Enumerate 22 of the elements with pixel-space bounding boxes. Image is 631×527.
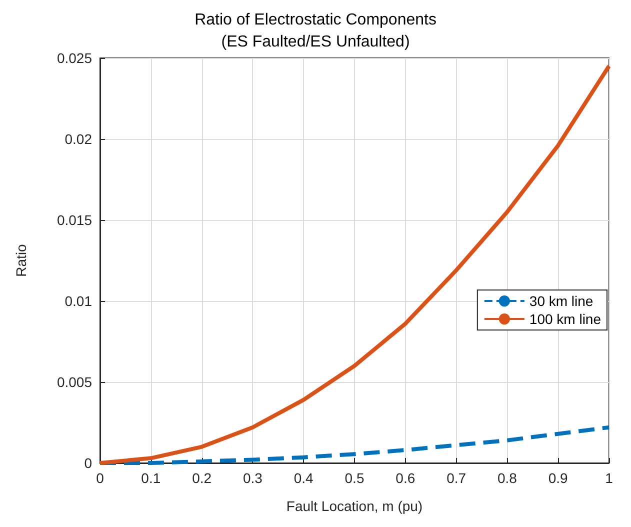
x-tick-label: 0.1 (141, 470, 161, 486)
y-tick-label: 0.025 (56, 50, 92, 66)
y-tick-label: 0.01 (64, 293, 92, 309)
x-tick-label: 0.4 (294, 470, 314, 486)
x-axis-title: Fault Location, m (pu) (286, 498, 423, 514)
x-tick-label: 0.8 (497, 470, 518, 486)
chart-title: Ratio of Electrostatic Components (ES Faulted/ES Unfaulted) (194, 12, 436, 50)
x-tick-label: 1 (605, 470, 614, 486)
legend-label: 30 km line (529, 293, 594, 309)
x-tick-label: 0.3 (242, 470, 263, 486)
y-tick-label: 0.005 (56, 374, 92, 390)
y-tick-label: 0.02 (64, 131, 92, 147)
legend-label: 100 km line (529, 311, 602, 327)
y-tick-label: 0.015 (56, 212, 92, 228)
x-tick-label: 0.9 (548, 470, 568, 486)
x-tick-label: 0.6 (396, 470, 416, 486)
x-tick-label: 0.5 (344, 470, 364, 486)
x-tick-label: 0 (96, 470, 104, 486)
y-axis-title: Ratio (13, 244, 29, 277)
x-tick-label: 0.2 (192, 470, 212, 486)
y-tick-label: 0 (84, 455, 92, 471)
x-tick-label: 0.7 (446, 470, 466, 486)
